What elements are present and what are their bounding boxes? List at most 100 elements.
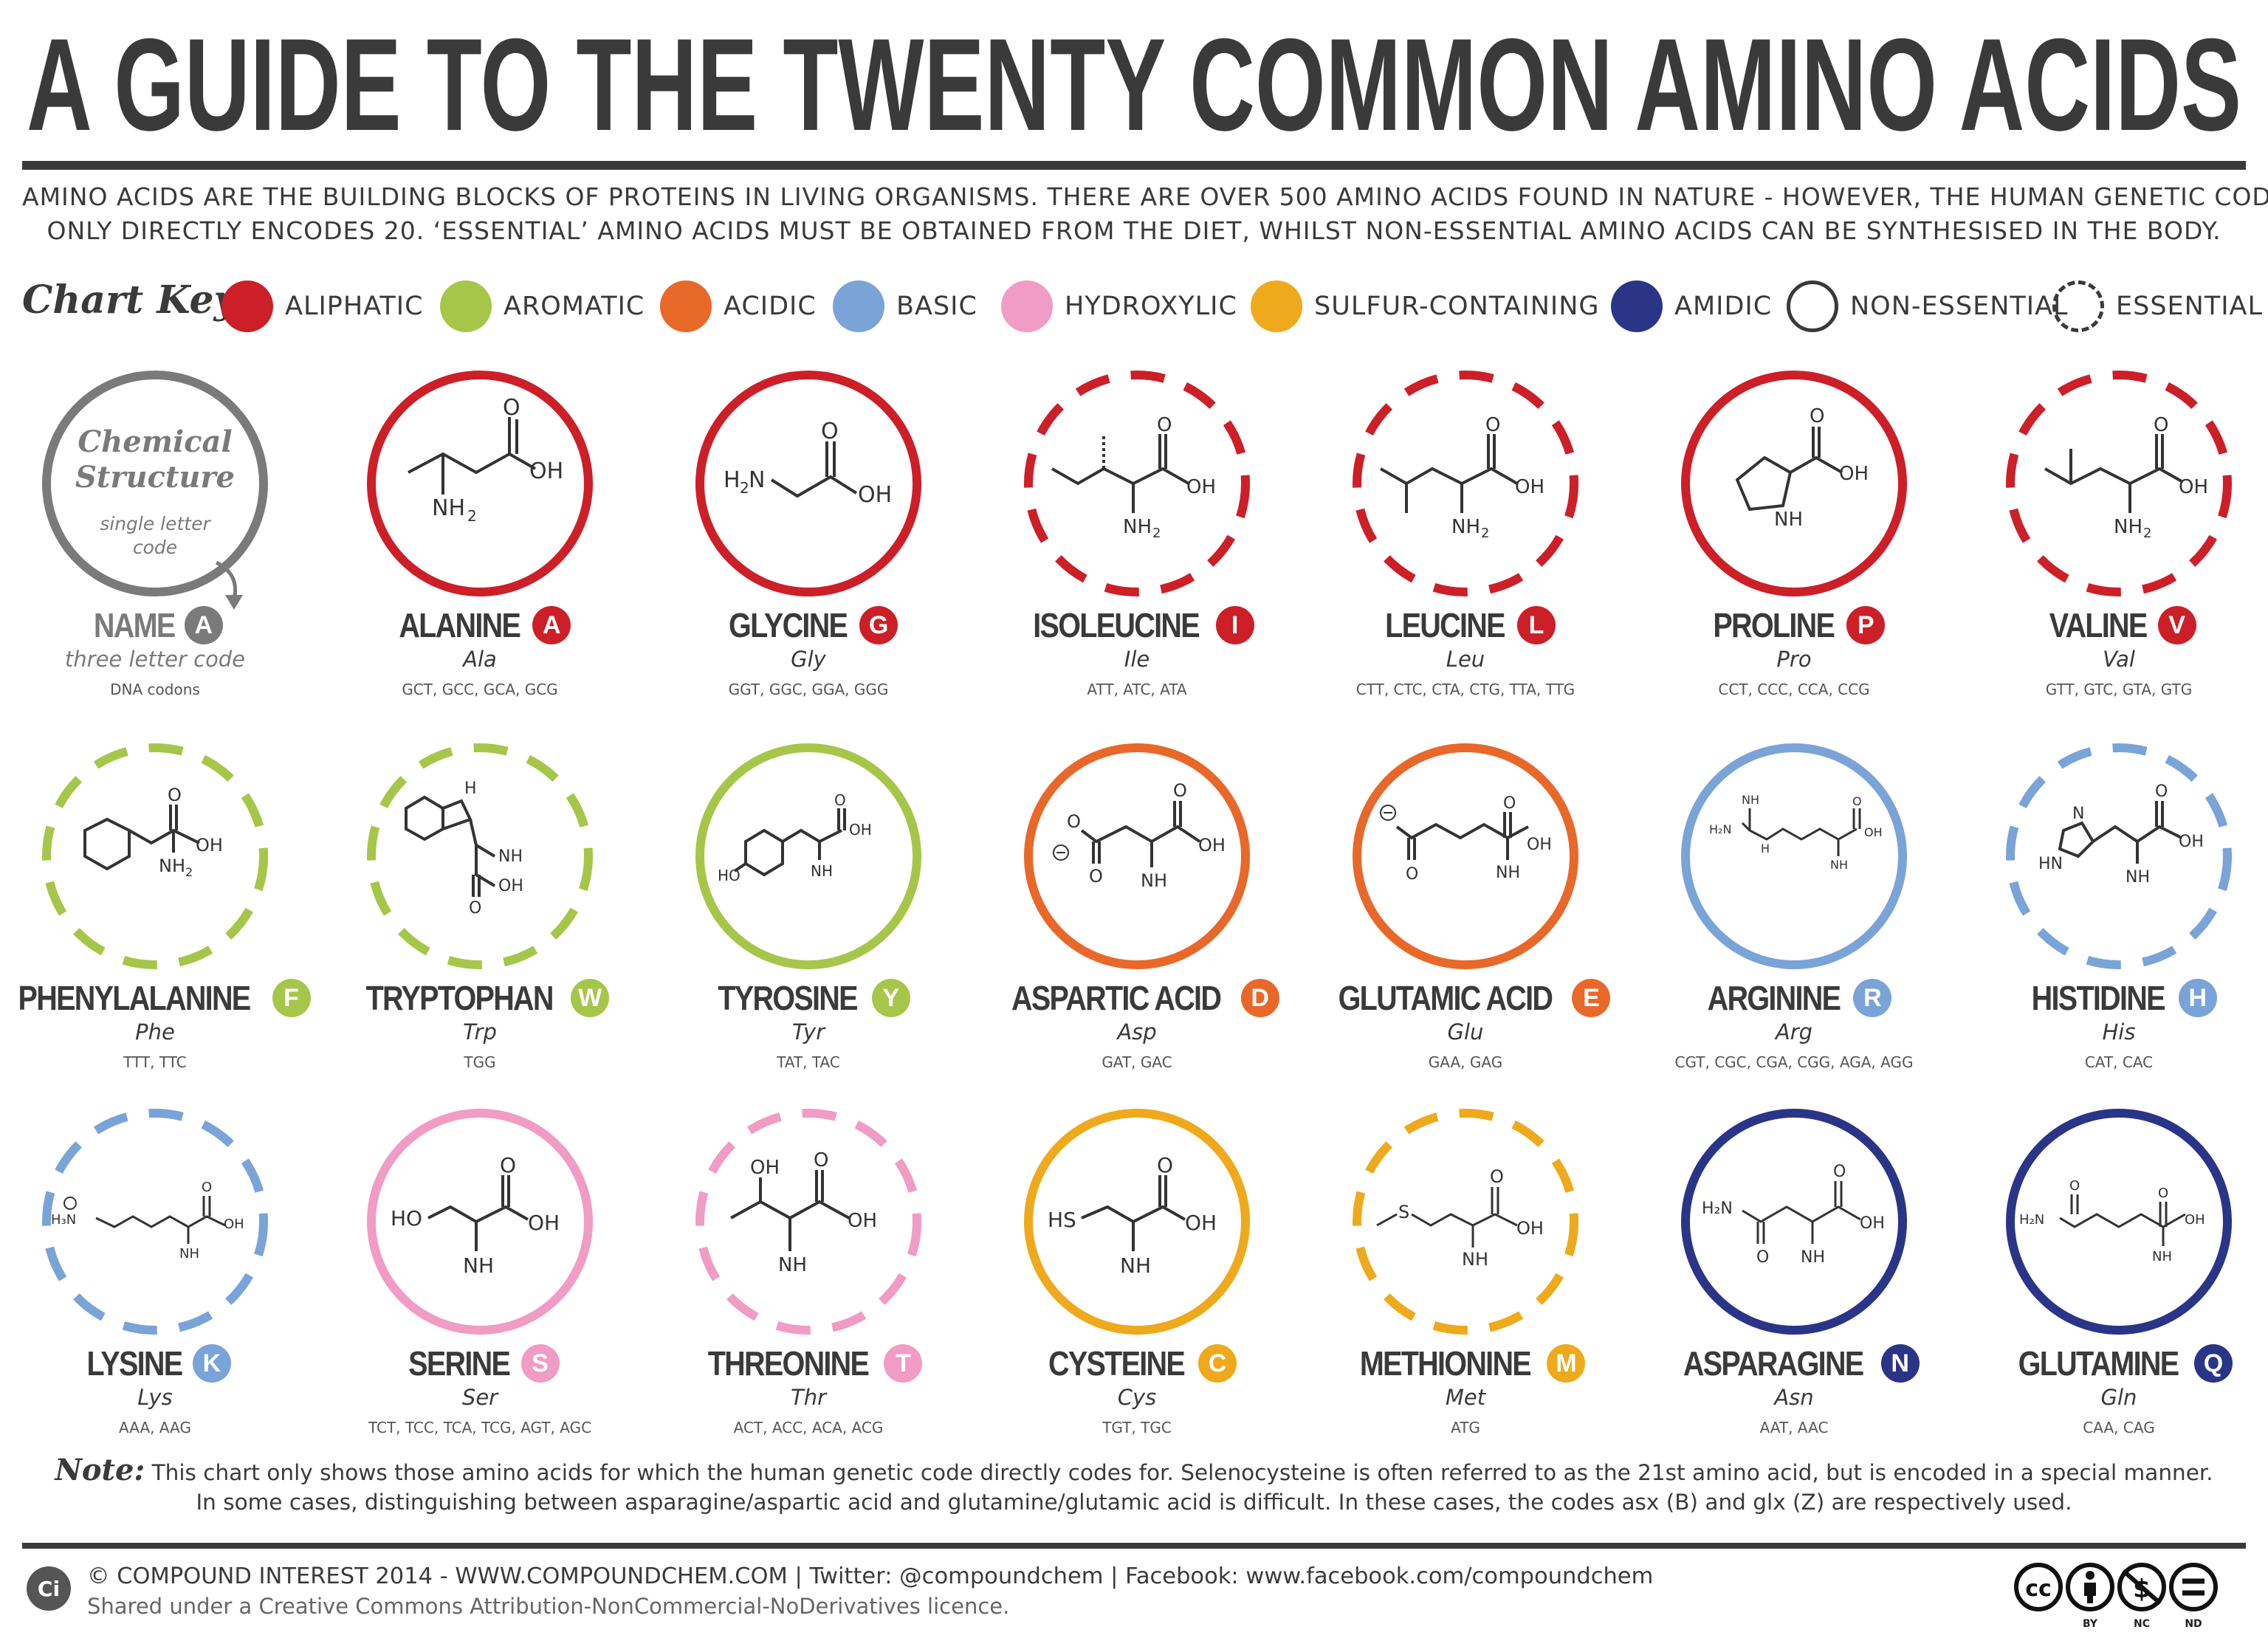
svg-text:NH: NH — [1774, 509, 1803, 531]
title-text: A GUIDE TO THE TWENTY COMMON AMINO ACIDS — [27, 13, 2241, 151]
svg-text:OH: OH — [196, 835, 223, 856]
svg-text:NH: NH — [2126, 868, 2150, 887]
three-letter-code: Gln — [2100, 1385, 2137, 1410]
category-ring — [2006, 371, 2232, 596]
svg-text:H₂N: H₂N — [1702, 1200, 1733, 1218]
amino-acid-proline: O OH NH PROLINE P Pro CCT, CCC, CCA, CCG — [1639, 369, 1949, 738]
svg-text:OH: OH — [750, 1157, 780, 1179]
three-letter-code: Trp — [463, 1019, 497, 1045]
amino-acid-tryptophan: H NH OH O TRYPTOPHAN W Trp TGG — [325, 742, 635, 1111]
dna-codons: CCT, CCC, CCA, CCG — [1718, 681, 1870, 698]
svg-text:O: O — [2155, 782, 2168, 801]
basic-swatch-icon — [833, 281, 884, 332]
key-label-essential: ESSENTIAL — [2116, 292, 2263, 321]
svg-text:O: O — [1157, 1153, 1173, 1177]
key-item-amidic: AMIDIC — [1611, 281, 1772, 332]
svg-text:OH: OH — [498, 877, 523, 895]
amino-acid-isoleucine: O OH NH 2 ISOLEUCINE I Ile ATT, ATC, ATA — [982, 369, 1292, 738]
svg-text:H₂N: H₂N — [1709, 822, 1731, 836]
svg-text:O: O — [1852, 794, 1862, 808]
letter-badge: Q — [2194, 1344, 2233, 1383]
three-letter-code: Lys — [137, 1385, 173, 1410]
svg-text:N: N — [2072, 805, 2084, 823]
category-ring — [1353, 371, 1578, 596]
svg-text:OH: OH — [1198, 835, 1226, 856]
tyrosine-structure: O OH NH HO — [695, 743, 921, 969]
key-label-aliphatic: ALIPHATIC — [285, 292, 424, 321]
amino-acid-name: TRYPTOPHAN — [365, 979, 554, 1017]
alanine-structure: O OH NH 2 — [367, 371, 593, 596]
svg-text:OH: OH — [1515, 476, 1544, 498]
svg-text:NH: NH — [2114, 516, 2142, 538]
key-item-essential: ESSENTIAL — [2052, 281, 2263, 332]
svg-text:O: O — [1157, 414, 1172, 436]
key-item-aliphatic: ALIPHATIC — [221, 281, 424, 332]
category-ring — [1024, 371, 1250, 596]
isoleucine-structure: O OH NH 2 — [1024, 371, 1250, 596]
nd-icon: ND — [2185, 1618, 2202, 1630]
svg-text:H₃N: H₃N — [51, 1212, 76, 1228]
svg-text:S: S — [1398, 1202, 1409, 1222]
amino-acid-alanine: O OH NH 2 ALANINE A Ala GCT, GCC, GCA, GC… — [325, 369, 635, 738]
three-letter-code: Cys — [1117, 1385, 1157, 1410]
solid-ring-icon — [1787, 281, 1838, 332]
svg-text:O: O — [469, 899, 481, 918]
amino-acid-name: ISOLEUCINE — [1033, 606, 1200, 644]
svg-text:HO: HO — [718, 867, 740, 884]
dna-codons: ATG — [1451, 1419, 1480, 1436]
three-letter-code: Asn — [1774, 1385, 1814, 1410]
dna-codons: TTT, TTC — [123, 1053, 187, 1071]
by-person-icon — [2084, 1583, 2096, 1603]
amino-acid-name: METHIONINE — [1359, 1344, 1531, 1383]
category-ring — [367, 1109, 593, 1335]
svg-text:O: O — [2069, 1178, 2080, 1194]
footnote: Note: This chart only shows those amino … — [22, 1456, 2246, 1517]
legend-cell: Chemical Structure single letter code NA… — [0, 369, 310, 738]
svg-text:OH: OH — [528, 1211, 560, 1235]
key-label-non-essential: NON-ESSENTIAL — [1850, 292, 2069, 321]
three-letter-code: Thr — [790, 1385, 827, 1410]
amino-acid-name: GLUTAMIC ACID — [1338, 979, 1553, 1017]
category-ring — [42, 1109, 268, 1335]
letter-badge: G — [859, 606, 898, 644]
key-item-aromatic: AROMATIC — [440, 281, 645, 332]
svg-text:NH: NH — [811, 862, 833, 880]
amino-acid-name: TYROSINE — [718, 979, 859, 1017]
key-label-aromatic: AROMATIC — [504, 292, 645, 321]
amino-acid-name: PROLINE — [1713, 606, 1835, 644]
svg-text:NH: NH — [1830, 858, 1848, 872]
svg-text:NH: NH — [1496, 864, 1520, 882]
svg-text:OH: OH — [1839, 463, 1869, 485]
category-ring — [695, 371, 921, 596]
amidic-swatch-icon — [1611, 281, 1663, 332]
dna-codons: GAT, GAC — [1102, 1053, 1172, 1071]
letter-badge: W — [571, 979, 610, 1017]
svg-text:OH: OH — [1185, 1211, 1217, 1235]
three-letter-code: Pro — [1776, 647, 1812, 672]
legend-structure-label-2: Structure — [75, 460, 235, 495]
footer-divider — [22, 1543, 2246, 1549]
svg-text:NH: NH — [498, 847, 523, 866]
category-ring — [1353, 1109, 1578, 1335]
dna-codons: TCT, TCC, TCA, TCG, AGT, AGC — [368, 1419, 592, 1436]
svg-text:H₂N: H₂N — [2019, 1212, 2044, 1228]
key-label-hydroxylic: HYDROXYLIC — [1065, 292, 1237, 321]
svg-text:O: O — [500, 1153, 516, 1177]
category-ring — [1024, 743, 1250, 969]
key-item-hydroxylic: HYDROXYLIC — [1001, 281, 1237, 332]
dna-codons: ATT, ATC, ATA — [1087, 681, 1187, 698]
dashed-ring-icon — [2052, 281, 2104, 332]
arginine-structure: NH H₂N H O OH NH — [1681, 743, 1907, 969]
serine-structure: HO O OH NH — [367, 1109, 593, 1335]
svg-text:OH: OH — [1516, 1218, 1544, 1239]
amino-acid-glutamine: H₂N O O OH NH GLUTAMINE Q Gln CAA, CAG — [1964, 1107, 2268, 1476]
svg-text:OH: OH — [1186, 476, 1216, 498]
dna-codons: TAT, TAC — [777, 1053, 840, 1071]
letter-badge: N — [1880, 1344, 1920, 1383]
three-letter-code: Phe — [135, 1019, 175, 1045]
legend-name-row: NAME A — [0, 605, 310, 645]
key-label-basic: BASIC — [896, 292, 977, 321]
three-letter-code: Tyr — [791, 1019, 825, 1045]
svg-text:OH: OH — [1527, 836, 1552, 854]
